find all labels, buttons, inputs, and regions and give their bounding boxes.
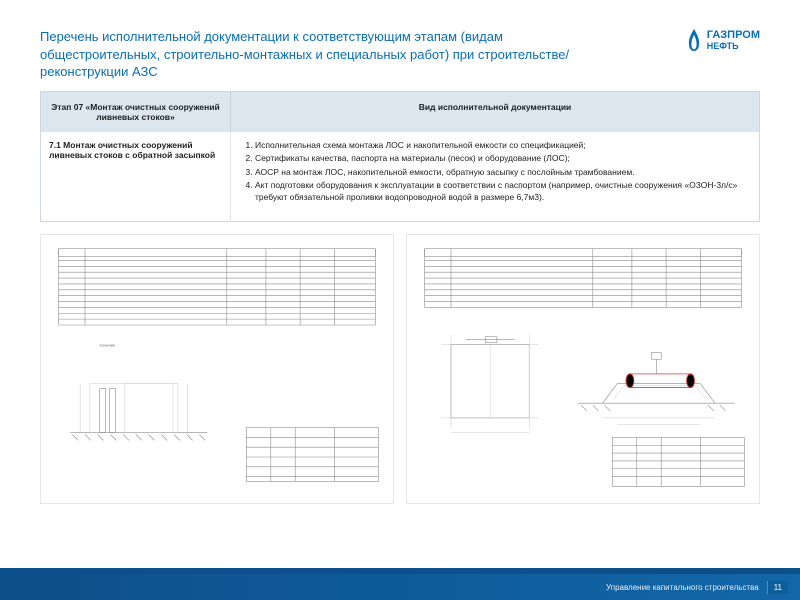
brand-logo: ГАЗПРОМ НЕФТЬ xyxy=(685,28,760,52)
flame-icon xyxy=(685,28,703,52)
page-title: Перечень исполнительной документации к с… xyxy=(40,28,600,81)
doc-item: Исполнительная схема монтажа ЛОС и накоп… xyxy=(255,140,751,151)
col-header-doc-type: Вид исполнительной документации xyxy=(231,92,759,132)
cell-doc-list: Исполнительная схема монтажа ЛОС и накоп… xyxy=(231,132,759,221)
row-7-1: 7.1 Монтаж очистных сооружений ливневых … xyxy=(41,132,759,221)
page-number: 11 xyxy=(767,581,788,594)
doc-item: Сертификаты качества, паспорта на матери… xyxy=(255,153,751,164)
header: Перечень исполнительной документации к с… xyxy=(0,0,800,91)
drawings-row: Сечение xyxy=(0,222,800,504)
documentation-table: Этап 07 «Монтаж очистных сооружений ливн… xyxy=(40,91,760,222)
table-header-row: Этап 07 «Монтаж очистных сооружений ливн… xyxy=(41,92,759,132)
drawing-left: Сечение xyxy=(40,234,394,504)
logo-brand-text: ГАЗПРОМ xyxy=(707,30,760,41)
footer-department: Управление капитального строительства xyxy=(606,583,759,592)
drawing-right xyxy=(406,234,760,504)
svg-text:Сечение: Сечение xyxy=(100,342,116,347)
doc-item: Акт подготовки оборудования к эксплуатац… xyxy=(255,180,751,203)
col-header-stage: Этап 07 «Монтаж очистных сооружений ливн… xyxy=(41,92,231,132)
footer-bar: Управление капитального строительства 11 xyxy=(0,574,800,600)
doc-item: АОСР на монтаж ЛОС, накопительной емкост… xyxy=(255,167,751,178)
cell-stage-label: 7.1 Монтаж очистных сооружений ливневых … xyxy=(41,132,231,221)
logo-sub-text: НЕФТЬ xyxy=(707,41,760,51)
